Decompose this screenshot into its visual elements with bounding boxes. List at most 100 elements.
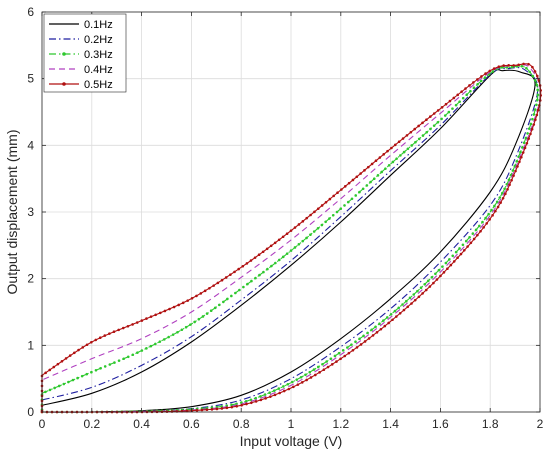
series-marker (468, 84, 471, 87)
series-marker (358, 190, 361, 194)
series-marker (331, 213, 335, 217)
series-marker (428, 285, 432, 288)
series-marker (113, 361, 116, 364)
series-marker (209, 309, 213, 313)
series-marker (436, 120, 440, 124)
series-marker (210, 408, 214, 411)
series-0-5hz (40, 62, 542, 414)
series-marker (494, 209, 497, 213)
series-marker (103, 334, 107, 337)
series-marker (245, 402, 248, 406)
series-marker (533, 70, 537, 73)
series-marker (500, 191, 504, 195)
series-marker (48, 388, 52, 392)
x-tick-label: 0.6 (183, 417, 200, 431)
series-marker (108, 363, 112, 366)
series-marker (195, 294, 198, 298)
series-marker (257, 253, 261, 256)
series-marker (162, 338, 166, 341)
series-marker (361, 187, 365, 191)
series-marker (383, 324, 387, 328)
x-tick-label: 0.8 (233, 417, 250, 431)
ticks (41, 11, 541, 413)
series-marker (201, 315, 205, 318)
series-marker (212, 284, 215, 287)
tick-labels: 0 0.2 0.4 0.6 0.8 1 1.2 1.4 1.6 1.8 2 0 1 2 3 4 5 6 (27, 5, 543, 431)
series-marker (126, 355, 130, 359)
series-marker (469, 89, 472, 93)
series-marker (533, 108, 537, 111)
series-marker (354, 194, 358, 197)
series-marker (516, 165, 519, 168)
series-marker (351, 349, 355, 352)
series-marker (476, 78, 479, 81)
series-marker (471, 232, 475, 235)
series-marker (483, 76, 487, 79)
series-marker (291, 380, 294, 384)
series-marker (250, 279, 253, 283)
series-marker (425, 130, 428, 134)
legend-entry: 0.2Hz (49, 34, 113, 46)
series-marker (149, 344, 153, 348)
series-marker (278, 391, 281, 395)
series-marker (488, 218, 491, 221)
series-marker (254, 400, 258, 403)
series-marker (246, 282, 249, 286)
series-marker (321, 362, 324, 366)
series-marker (378, 322, 381, 326)
series-marker (423, 282, 426, 286)
series-marker (346, 346, 349, 349)
series-marker (508, 183, 511, 187)
series-marker (529, 122, 533, 126)
series-marker (76, 376, 79, 380)
series-marker (488, 69, 492, 73)
series-marker (350, 343, 353, 346)
series-marker (529, 132, 532, 136)
series-marker (81, 346, 85, 349)
series-marker (44, 371, 47, 375)
series-marker (316, 207, 320, 210)
series-marker (512, 174, 515, 177)
y-tick-label: 4 (27, 138, 34, 152)
series-marker (484, 216, 487, 220)
series-marker (456, 256, 459, 260)
series-marker (299, 375, 303, 379)
series-marker (322, 368, 326, 372)
series-marker (199, 292, 203, 295)
series-marker (472, 86, 476, 90)
series-marker (456, 93, 460, 97)
legend-entry: 0.4Hz (49, 64, 113, 76)
series-marker (351, 178, 355, 182)
series-marker (526, 132, 529, 135)
series-marker (172, 305, 176, 309)
series-marker (90, 340, 93, 344)
series-marker (421, 134, 425, 137)
series-marker (67, 380, 70, 384)
series-marker (273, 393, 277, 397)
series-line (41, 64, 542, 413)
series-marker (308, 370, 312, 374)
series-marker (117, 359, 121, 362)
series-marker (527, 127, 531, 130)
series-marker (448, 99, 452, 103)
series-marker (437, 268, 441, 272)
series-marker (424, 288, 428, 292)
series-marker (499, 201, 502, 204)
series-marker (269, 395, 272, 398)
y-tick-label: 3 (27, 205, 34, 219)
series-marker (369, 180, 372, 184)
series-marker (281, 235, 285, 239)
series-marker (448, 258, 451, 261)
series-marker (226, 297, 229, 301)
series-marker (535, 103, 538, 107)
series-marker (391, 160, 395, 164)
series-marker (409, 130, 413, 134)
series-marker (316, 226, 320, 230)
series-marker (167, 335, 170, 339)
series-marker (205, 312, 209, 315)
series-marker (389, 312, 393, 316)
series-marker (440, 106, 444, 109)
series-marker (158, 311, 162, 315)
series-marker (94, 368, 98, 372)
series-marker (94, 338, 98, 342)
